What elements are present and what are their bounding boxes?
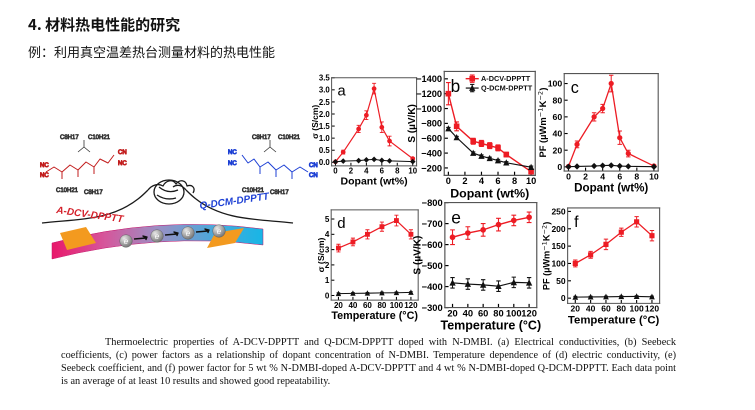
svg-text:0: 0 — [325, 292, 330, 301]
svg-text:100: 100 — [506, 309, 522, 319]
svg-text:−800: −800 — [422, 198, 443, 208]
svg-text:3.0: 3.0 — [319, 86, 331, 95]
svg-text:−500: −500 — [422, 261, 443, 271]
svg-text:6: 6 — [380, 167, 385, 176]
svg-text:c: c — [571, 79, 579, 97]
svg-text:20: 20 — [571, 304, 581, 314]
svg-text:40: 40 — [586, 304, 596, 314]
svg-text:−200: −200 — [421, 163, 442, 173]
svg-text:NC: NC — [118, 161, 127, 167]
svg-text:NC: NC — [228, 161, 237, 167]
svg-text:C10H21: C10H21 — [56, 188, 79, 194]
svg-text:20: 20 — [447, 309, 457, 319]
svg-text:2.0: 2.0 — [319, 110, 331, 119]
svg-text:a: a — [338, 84, 347, 100]
svg-text:0: 0 — [334, 167, 339, 176]
svg-text:−800: −800 — [421, 119, 442, 129]
svg-text:e: e — [155, 232, 160, 241]
svg-text:Q-DCM-DPPTT: Q-DCM-DPPTT — [199, 191, 271, 212]
svg-text:NC: NC — [40, 173, 49, 179]
svg-text:3.5: 3.5 — [319, 74, 331, 83]
svg-text:10: 10 — [649, 172, 659, 182]
svg-text:100: 100 — [630, 304, 644, 314]
svg-text:20: 20 — [334, 301, 343, 310]
svg-text:2: 2 — [583, 172, 588, 182]
svg-text:−600: −600 — [421, 133, 442, 143]
svg-text:60: 60 — [602, 304, 612, 314]
svg-text:80: 80 — [617, 304, 627, 314]
svg-text:f: f — [574, 214, 579, 231]
svg-text:20: 20 — [552, 146, 562, 156]
svg-text:250: 250 — [552, 207, 566, 217]
svg-text:50: 50 — [557, 276, 567, 286]
svg-text:100: 100 — [390, 301, 404, 310]
svg-text:Temperature (°C): Temperature (°C) — [568, 315, 660, 327]
svg-text:NC: NC — [228, 150, 237, 156]
svg-text:40: 40 — [348, 301, 357, 310]
svg-text:C8H17: C8H17 — [270, 190, 289, 196]
svg-text:−700: −700 — [422, 219, 443, 229]
svg-text:80: 80 — [377, 301, 386, 310]
svg-text:60: 60 — [363, 301, 372, 310]
svg-text:80: 80 — [493, 309, 503, 319]
svg-text:e: e — [451, 208, 461, 228]
svg-text:NC: NC — [40, 163, 49, 169]
svg-text:C10H21: C10H21 — [278, 135, 301, 141]
svg-text:60: 60 — [478, 309, 488, 319]
svg-text:0.5: 0.5 — [319, 146, 331, 155]
svg-text:S (µV/K): S (µV/K) — [413, 236, 424, 275]
svg-text:100: 100 — [547, 79, 562, 89]
svg-text:−400: −400 — [421, 148, 442, 158]
svg-text:S (µV/K): S (µV/K) — [407, 104, 418, 143]
svg-text:e: e — [186, 229, 191, 238]
svg-text:σ (S/cm): σ (S/cm) — [316, 238, 326, 273]
svg-text:120: 120 — [645, 304, 659, 314]
svg-text:−1000: −1000 — [416, 104, 442, 114]
svg-text:120: 120 — [521, 309, 537, 319]
svg-text:Q-DCM-DPPTT: Q-DCM-DPPTT — [481, 83, 533, 92]
svg-text:−400: −400 — [422, 282, 443, 292]
svg-text:4: 4 — [600, 172, 605, 182]
svg-text:2: 2 — [349, 167, 354, 176]
svg-text:b: b — [450, 76, 460, 96]
svg-text:60: 60 — [552, 112, 562, 122]
svg-text:C8H17: C8H17 — [60, 135, 79, 141]
svg-text:−1400: −1400 — [416, 74, 442, 84]
svg-text:σ (S/cm): σ (S/cm) — [310, 105, 320, 139]
svg-text:C10H21: C10H21 — [242, 188, 265, 194]
svg-text:40: 40 — [552, 129, 562, 139]
svg-text:Temperature (°C): Temperature (°C) — [441, 319, 542, 333]
svg-text:−1200: −1200 — [416, 89, 442, 99]
svg-text:A-DCV-DPPTT: A-DCV-DPPTT — [55, 205, 125, 226]
svg-text:0: 0 — [561, 294, 566, 304]
svg-text:0: 0 — [557, 162, 562, 172]
svg-text:P F (: P F ( µ W m K ) − 1 − 2 — [537, 83, 550, 158]
svg-text:1: 1 — [325, 277, 330, 286]
svg-text:d: d — [337, 215, 345, 232]
svg-text:A-DCV-DPPTT: A-DCV-DPPTT — [481, 74, 531, 83]
svg-text:8: 8 — [634, 172, 639, 182]
svg-text:5: 5 — [325, 215, 330, 224]
svg-text:0: 0 — [566, 172, 571, 182]
svg-text:6: 6 — [617, 172, 622, 182]
svg-text:−300: −300 — [422, 303, 443, 313]
svg-text:2.5: 2.5 — [319, 98, 331, 107]
svg-text:1.5: 1.5 — [319, 122, 331, 131]
svg-text:0.0: 0.0 — [319, 158, 331, 167]
svg-text:e: e — [217, 227, 222, 236]
svg-text:80: 80 — [552, 96, 562, 106]
svg-text:−600: −600 — [422, 240, 443, 250]
svg-text:C8H17: C8H17 — [252, 135, 271, 141]
svg-text:C8H17: C8H17 — [84, 190, 103, 196]
svg-text:8: 8 — [395, 167, 400, 176]
svg-text:1.0: 1.0 — [319, 134, 331, 143]
svg-text:4: 4 — [365, 167, 370, 176]
svg-text:CN: CN — [118, 150, 127, 156]
svg-text:e: e — [124, 237, 129, 246]
svg-text:C10H21: C10H21 — [88, 135, 111, 141]
svg-text:40: 40 — [463, 309, 473, 319]
